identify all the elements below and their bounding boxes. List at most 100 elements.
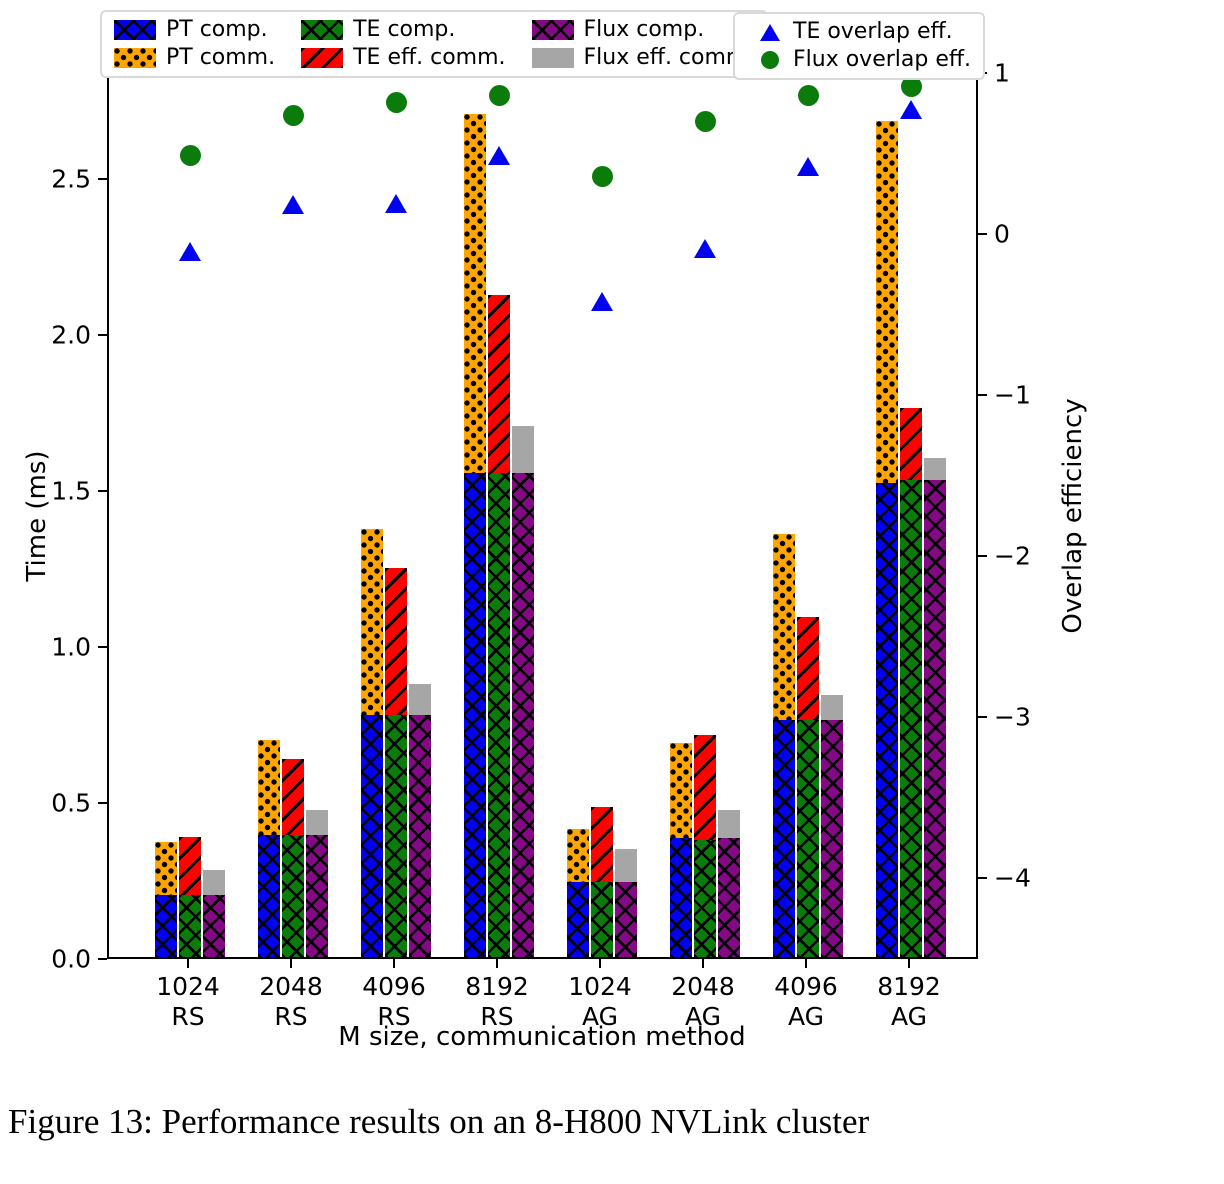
- pt-comp-bar: [155, 894, 177, 957]
- te-comp--swatch-icon: [301, 20, 344, 40]
- te-comm-bar: [591, 807, 613, 883]
- x-axis-tick-label: 8192 RS: [465, 972, 529, 1031]
- triangle-marker-icon: [747, 23, 793, 41]
- y-axis-tick-right: [978, 394, 987, 397]
- flux-comm-bar: [306, 810, 328, 836]
- te-overlap-marker: [488, 145, 510, 165]
- pt-comp-bar: [464, 473, 486, 957]
- pt-comm-bar: [773, 534, 795, 720]
- flux-comp-bar: [512, 473, 534, 957]
- legend-item-pt-comm-: PT comm.: [114, 45, 275, 71]
- te-eff-comm--swatch-icon: [301, 48, 344, 68]
- x-axis-tick-label: 1024 RS: [156, 972, 220, 1031]
- flux-comp-bar: [306, 835, 328, 957]
- pt-comm-bar: [876, 120, 898, 483]
- pt-comm-bar: [155, 841, 177, 895]
- x-axis-tick: [908, 959, 910, 968]
- pt-comp-bar: [876, 482, 898, 957]
- te-comm-bar: [179, 836, 201, 895]
- scatter-legend: TE overlap eff. Flux overlap eff.: [733, 12, 986, 80]
- te-comm-bar: [797, 616, 819, 720]
- te-overlap-marker: [694, 238, 716, 258]
- flux-comm-bar: [409, 683, 431, 716]
- flux-overlap-marker: [591, 165, 613, 187]
- flux-comm-bar: [203, 869, 225, 895]
- x-axis-tick: [290, 959, 292, 968]
- x-axis-tick: [393, 959, 395, 968]
- y-axis-tick-left: [98, 177, 107, 180]
- flux-comp-bar: [718, 838, 740, 957]
- legend-label: TE eff. comm.: [353, 45, 506, 70]
- x-axis-tick-label: 2048 AG: [671, 972, 735, 1031]
- flux-overlap-marker: [488, 85, 510, 107]
- y-axis-tick-label-right: −4: [994, 863, 1031, 893]
- x-axis-tick-label: 2048 RS: [259, 972, 323, 1031]
- legend-item-te-comp-: TE comp.: [301, 17, 505, 43]
- y-axis-tick-label-right: 1: [994, 58, 1010, 88]
- te-comp-bar: [694, 839, 716, 957]
- pt-comp-bar: [361, 715, 383, 957]
- pt-comp-bar: [567, 882, 589, 957]
- legend-label: Flux eff. comm.: [583, 45, 755, 70]
- pt-comm--swatch-icon: [114, 48, 156, 68]
- pt-comp--swatch-icon: [114, 20, 156, 40]
- flux-eff-comm--swatch-icon: [531, 48, 574, 68]
- flux-comp-bar: [203, 894, 225, 957]
- te-comm-bar: [900, 407, 922, 480]
- pt-comm-bar: [258, 740, 280, 836]
- circle-marker-icon: [747, 51, 793, 69]
- flux-overlap-marker: [694, 111, 716, 133]
- y-axis-tick-right: [978, 233, 987, 236]
- te-comm-bar: [385, 568, 407, 716]
- pt-comp-bar: [258, 835, 280, 957]
- legend-item-pt-comp-: PT comp.: [114, 17, 275, 43]
- flux-comm-bar: [924, 457, 946, 480]
- flux-overlap-marker: [385, 91, 407, 113]
- flux-comp--swatch-icon: [531, 20, 574, 40]
- flux-overlap-marker: [179, 145, 201, 167]
- te-comp-bar: [900, 479, 922, 957]
- legend-label: PT comm.: [166, 45, 276, 70]
- flux-comm-bar: [615, 849, 637, 883]
- x-axis-tick-label: 4096 AG: [774, 972, 838, 1031]
- te-comp-bar: [591, 882, 613, 957]
- te-overlap-marker: [797, 156, 819, 176]
- legend-item-te-eff-comm-: TE eff. comm.: [301, 45, 506, 71]
- y-axis-tick-left: [98, 645, 107, 648]
- flux-comp-bar: [821, 719, 843, 957]
- y-axis-tick-label-right: −2: [994, 541, 1031, 571]
- x-axis-tick: [702, 959, 704, 968]
- flux-comm-bar: [512, 426, 534, 474]
- legend-item-flux-eff-comm-: Flux eff. comm.: [531, 45, 755, 71]
- y-axis-tick-right: [978, 716, 987, 719]
- x-axis-tick: [187, 959, 189, 968]
- y-axis-tick-label-left: 1.5: [51, 476, 91, 506]
- flux-comp-bar: [409, 715, 431, 957]
- y-axis-tick-label-right: −3: [994, 702, 1031, 732]
- x-axis-tick-label: 1024 AG: [568, 972, 632, 1031]
- x-axis-tick: [496, 959, 498, 968]
- y-axis-tick-label-left: 2.5: [51, 164, 91, 194]
- legend-item-flux-comp-: Flux comp.: [531, 17, 755, 43]
- legend-label: Flux comp.: [583, 17, 705, 42]
- y-axis-tick-left: [98, 958, 107, 960]
- flux-overlap-marker: [282, 104, 304, 126]
- y-axis-tick-left: [98, 489, 107, 492]
- y-axis-tick-label-left: 0.5: [51, 788, 91, 818]
- x-axis-tick: [599, 959, 601, 968]
- te-overlap-marker: [282, 195, 304, 215]
- x-axis-tick-label: 4096 RS: [362, 972, 426, 1031]
- legend-item-te-overlap-eff-: TE overlap eff.: [747, 19, 971, 45]
- y-axis-tick-left: [98, 801, 107, 804]
- circle-icon: [761, 51, 779, 69]
- te-overlap-marker: [900, 100, 922, 120]
- y-axis-tick-label-left: 0.0: [51, 944, 91, 974]
- pt-comm-bar: [567, 829, 589, 883]
- x-axis-tick: [805, 959, 807, 968]
- te-comp-bar: [488, 473, 510, 957]
- te-comp-bar: [797, 719, 819, 957]
- y-axis-tick-label-right: −1: [994, 380, 1031, 410]
- x-axis-tick-label: 8192 AG: [877, 972, 941, 1031]
- plot-area: [107, 73, 978, 959]
